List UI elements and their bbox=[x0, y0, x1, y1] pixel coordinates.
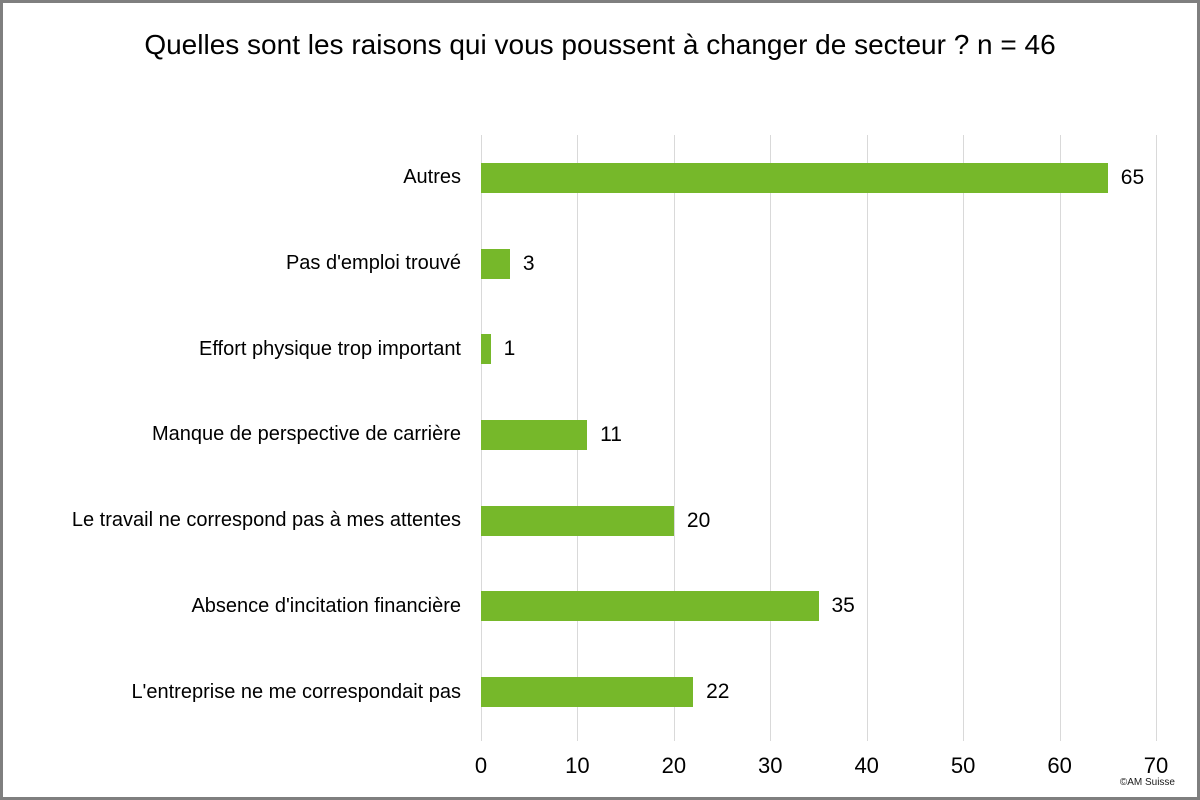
bar bbox=[481, 248, 510, 279]
x-tick-label: 70 bbox=[1143, 753, 1169, 778]
value-label: 22 bbox=[706, 680, 730, 704]
bar bbox=[481, 591, 819, 622]
category-labels: Autres Pas d'emploi trouvé Effort physique… bbox=[3, 135, 461, 735]
copyright-label: ©AM Suisse bbox=[1119, 777, 1175, 788]
value-label: 20 bbox=[686, 508, 711, 532]
gridline bbox=[1156, 135, 1157, 741]
gridline bbox=[866, 135, 868, 741]
x-tick-label: 10 bbox=[565, 753, 590, 778]
category-label: Pas d'emploi trouvé bbox=[285, 252, 461, 275]
category-label: Manque de perspective de carrière bbox=[151, 423, 461, 446]
category-label: Absence d'incitation financière bbox=[191, 594, 461, 617]
category-label: Autres bbox=[403, 166, 461, 189]
x-tick-label: 20 bbox=[661, 753, 687, 778]
value-label: 3 bbox=[522, 251, 535, 275]
x-tick-label: 60 bbox=[1047, 753, 1072, 778]
category-label: L'entreprise ne me correspondait pas bbox=[131, 680, 461, 703]
value-label: 11 bbox=[600, 422, 622, 446]
bar bbox=[481, 420, 588, 450]
bar bbox=[481, 677, 694, 708]
x-tick-label: 50 bbox=[950, 753, 976, 778]
plot-area: 65 3 1 11 20 35 22 bbox=[481, 135, 1157, 741]
x-tick-label: 40 bbox=[854, 753, 879, 778]
category-label: Le travail ne correspond pas à mes atten… bbox=[71, 509, 461, 532]
x-tick-label: 0 bbox=[474, 753, 488, 778]
value-label: 1 bbox=[503, 337, 516, 361]
value-label: 65 bbox=[1120, 165, 1145, 189]
gridline bbox=[963, 135, 965, 741]
gridline bbox=[673, 135, 675, 741]
category-label: Effort physique trop important bbox=[199, 337, 461, 360]
bar bbox=[481, 162, 1108, 193]
value-label: 35 bbox=[831, 594, 855, 618]
chart-title: Quelles sont les raisons qui vous pousse… bbox=[144, 29, 1056, 60]
gridline bbox=[770, 135, 772, 741]
x-axis: 0 10 20 30 40 50 60 70 bbox=[475, 753, 1168, 783]
bar bbox=[481, 334, 491, 365]
x-tick-label: 30 bbox=[758, 753, 783, 778]
bar bbox=[481, 505, 674, 536]
gridline bbox=[1059, 135, 1061, 741]
